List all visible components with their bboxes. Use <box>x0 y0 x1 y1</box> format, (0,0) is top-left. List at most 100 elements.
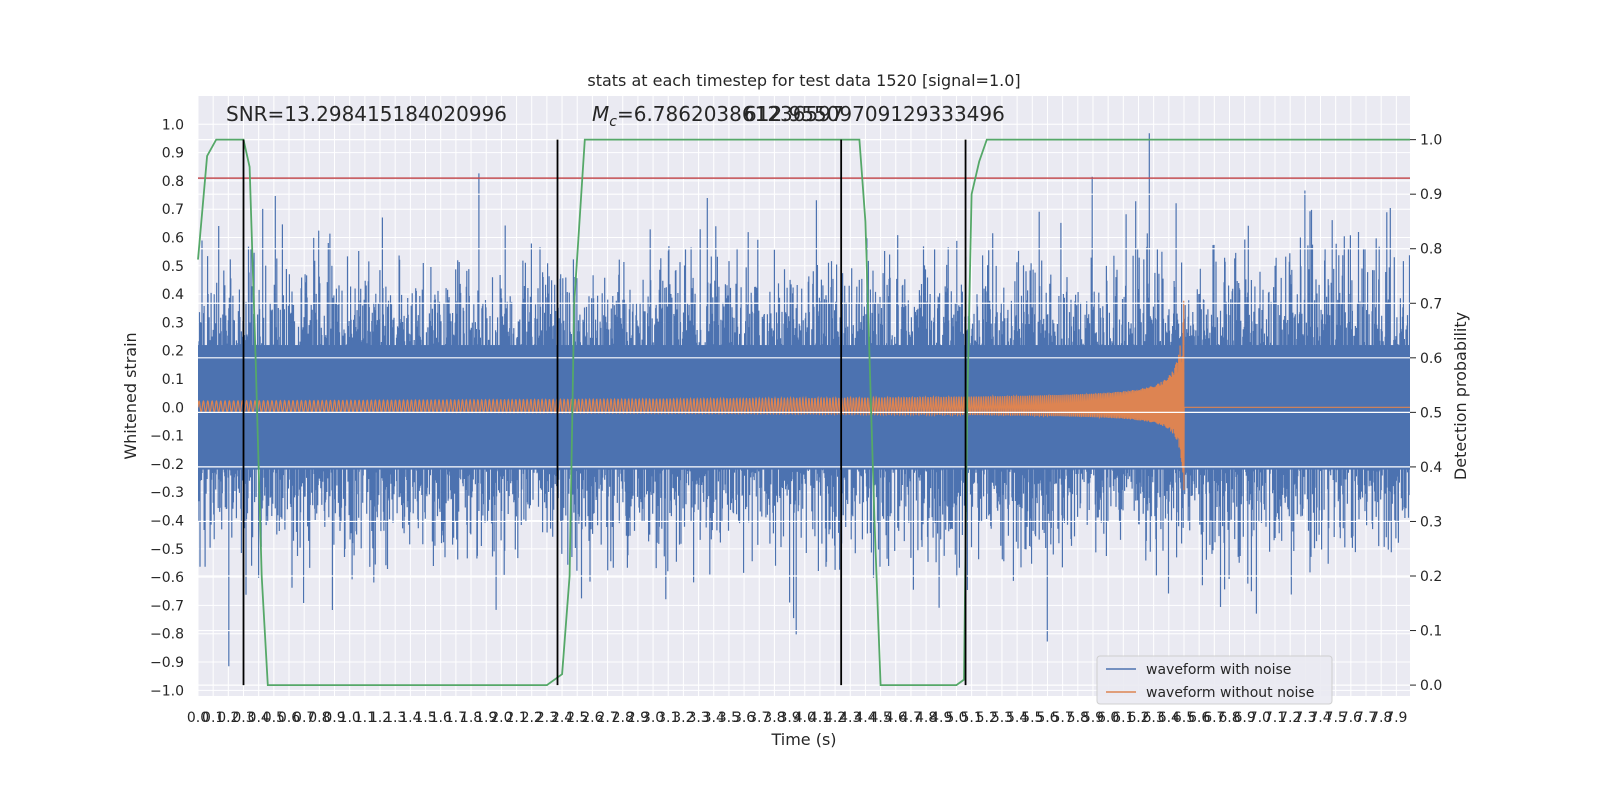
y-right-tick-label: 0.1 <box>1420 624 1442 640</box>
chirp-mass-annotation: Mc=6.786203861236597 <box>592 102 844 130</box>
x-tick-label: 1.2 <box>369 710 391 726</box>
x-tick-label: 7.6 <box>1340 710 1362 726</box>
y-left-tick-label: 0.7 <box>162 202 184 218</box>
x-tick-label: 2.7 <box>596 710 618 726</box>
y-right-tick-label: 0.9 <box>1420 187 1442 203</box>
x-tick-label: 3.7 <box>748 710 770 726</box>
x-tick-label: 7.0 <box>1249 710 1271 726</box>
x-tick-label: 2.1 <box>505 710 527 726</box>
x-tick-label: 3.8 <box>763 710 785 726</box>
x-tick-label: 7.5 <box>1325 710 1347 726</box>
y-axis-left-label: Whitened strain <box>121 332 140 459</box>
x-tick-label: 6.5 <box>1173 710 1195 726</box>
x-tick-label: 5.7 <box>1051 710 1073 726</box>
y-left-tick-label: 0.3 <box>162 315 184 331</box>
x-tick-label: 4.7 <box>900 710 922 726</box>
y-left-tick-label: 0.0 <box>162 400 184 416</box>
x-tick-label: 0.1 <box>202 710 224 726</box>
x-tick-label: 6.3 <box>1143 710 1165 726</box>
y-left-tick-label: 0.2 <box>162 344 184 360</box>
x-tick-label: 4.8 <box>915 710 937 726</box>
x-tick-label: 2.5 <box>566 710 588 726</box>
x-tick-label: 2.3 <box>536 710 558 726</box>
y-left-tick-label: −0.8 <box>150 627 184 643</box>
x-tick-label: 7.2 <box>1279 710 1301 726</box>
x-axis-label: Time (s) <box>770 730 836 749</box>
mc-value: =6.786203861236597 <box>617 102 844 126</box>
x-tick-label: 1.1 <box>354 710 376 726</box>
x-tick-label: 7.9 <box>1385 710 1407 726</box>
y-left-tick-label: 0.4 <box>162 287 184 303</box>
overlap-annotation: 612.95509709129333496 <box>744 102 1005 126</box>
x-tick-label: 3.1 <box>657 710 679 726</box>
y-left-tick-label: 0.8 <box>162 174 184 190</box>
y-left-tick-label: 1.0 <box>162 117 184 133</box>
x-tick-label: 0.9 <box>323 710 345 726</box>
y-left-tick-label: −0.5 <box>150 542 184 558</box>
y-left-tick-label: 0.1 <box>162 372 184 388</box>
x-tick-label: 1.6 <box>430 710 452 726</box>
y-left-tick-label: 0.9 <box>162 146 184 162</box>
y-axis-left-ticks: 1.0 0.9 0.8 0.7 0.6 0.5 0.4 0.3 0.2 0.1 0.0 −0.1 −0.… <box>150 117 184 699</box>
x-tick-label: 6.0 <box>1097 710 1119 726</box>
x-tick-label: 0.5 <box>263 710 285 726</box>
x-tick-label: 5.6 <box>1036 710 1058 726</box>
x-tick-label: 1.4 <box>399 710 421 726</box>
y-left-tick-label: −0.3 <box>150 485 184 501</box>
x-tick-label: 4.6 <box>885 710 907 726</box>
y-right-tick-label: 0.0 <box>1420 678 1442 694</box>
x-tick-label: 0.4 <box>248 710 270 726</box>
y-right-tick-label: 0.2 <box>1420 569 1442 585</box>
x-tick-label: 6.6 <box>1188 710 1210 726</box>
legend-box <box>1096 655 1333 705</box>
x-tick-label: 1.8 <box>460 710 482 726</box>
x-tick-label: 0.8 <box>308 710 330 726</box>
x-tick-label: 4.5 <box>869 710 891 726</box>
x-tick-label: 3.4 <box>703 710 725 726</box>
x-tick-label: 7.7 <box>1355 710 1377 726</box>
x-tick-label: 5.2 <box>976 710 998 726</box>
y-right-tick-label: 0.7 <box>1420 296 1442 312</box>
y-right-tick-label: 0.8 <box>1420 242 1442 258</box>
y-axis-right-label: Detection probability <box>1451 312 1470 480</box>
legend: waveform with noise waveform without noi… <box>1096 655 1333 705</box>
x-tick-label: 7.4 <box>1309 710 1331 726</box>
mc-symbol: M <box>592 102 609 126</box>
x-tick-label: 2.4 <box>551 710 573 726</box>
x-tick-label: 0.6 <box>278 710 300 726</box>
x-tick-label: 5.0 <box>945 710 967 726</box>
x-tick-label: 5.9 <box>1082 710 1104 726</box>
mc-subscript: c <box>609 114 617 130</box>
x-tick-label: 1.5 <box>414 710 436 726</box>
chart-title: stats at each timestep for test data 152… <box>587 71 1020 90</box>
y-left-tick-label: −0.4 <box>150 514 184 530</box>
x-tick-label: 3.2 <box>672 710 694 726</box>
x-tick-label: 4.2 <box>824 710 846 726</box>
y-right-tick-label: 1.0 <box>1420 133 1442 149</box>
y-left-tick-label: −0.7 <box>150 598 184 614</box>
x-tick-label: 7.3 <box>1294 710 1316 726</box>
x-tick-label: 2.0 <box>490 710 512 726</box>
legend-label-clean: waveform without noise <box>1146 685 1314 701</box>
x-tick-label: 7.1 <box>1264 710 1286 726</box>
x-tick-label: 2.9 <box>627 710 649 726</box>
vertical-markers <box>242 139 967 686</box>
y-left-tick-label: −0.1 <box>150 429 184 445</box>
x-tick-label: 4.3 <box>839 710 861 726</box>
x-tick-label: 7.8 <box>1370 710 1392 726</box>
x-axis-ticks: 0.00.10.20.30.40.50.60.70.80.91.01.11.21… <box>187 710 1408 726</box>
x-tick-label: 4.0 <box>794 710 816 726</box>
x-tick-label: 3.0 <box>642 710 664 726</box>
y-left-tick-label: 0.5 <box>162 259 184 275</box>
y-left-tick-label: −0.9 <box>150 655 184 671</box>
y-left-tick-label: −0.6 <box>150 570 184 586</box>
x-tick-label: 3.6 <box>733 710 755 726</box>
x-tick-label: 2.6 <box>581 710 603 726</box>
y-left-tick-label: −1.0 <box>150 683 184 699</box>
y-right-tick-label: 0.6 <box>1420 351 1442 367</box>
right-axis-gridlines <box>198 139 1410 686</box>
x-tick-label: 0.7 <box>293 710 315 726</box>
x-tick-label: 5.5 <box>1021 710 1043 726</box>
x-tick-label: 5.1 <box>960 710 982 726</box>
